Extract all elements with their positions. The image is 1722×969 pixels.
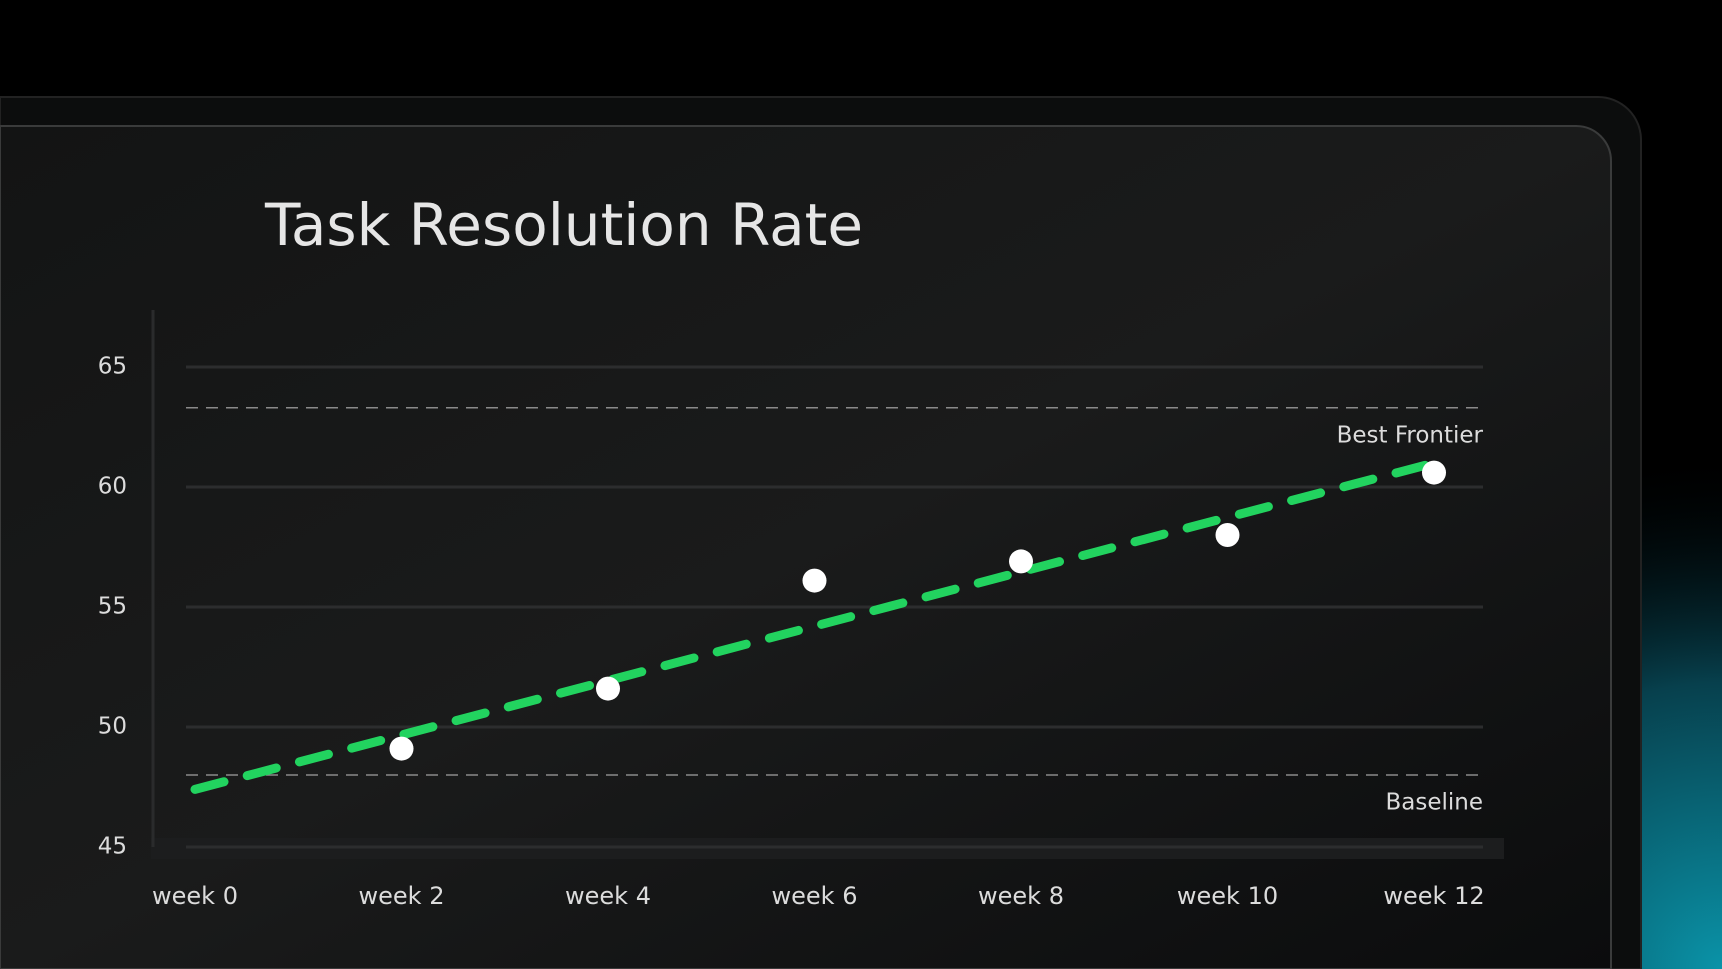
y-tick-label: 50: [98, 714, 127, 740]
x-tick-label: week 6: [772, 882, 858, 910]
data-point: [1422, 460, 1446, 485]
x-tick-label: week 4: [565, 882, 651, 910]
x-tick-label: week 2: [359, 882, 445, 910]
x-tick-label: week 8: [978, 882, 1064, 910]
chart-title: Task Resolution Rate: [264, 191, 863, 259]
x-tick-label: week 0: [152, 882, 238, 910]
y-tick-label: 55: [98, 594, 127, 620]
trend-line: [190, 458, 1439, 794]
x-tick-label: week 12: [1383, 882, 1484, 910]
data-point: [1215, 523, 1240, 547]
y-tick-label: 65: [98, 354, 127, 380]
data-point: [802, 568, 827, 593]
y-tick-label: 60: [98, 474, 127, 500]
reference-label: Best Frontier: [1337, 422, 1484, 448]
x-tick-label: week 10: [1177, 882, 1278, 910]
reference-label: Baseline: [1385, 790, 1483, 816]
data-point: [596, 676, 620, 701]
data-point: [1009, 549, 1033, 574]
data-point: [389, 736, 414, 761]
y-tick-label: 45: [98, 834, 127, 860]
